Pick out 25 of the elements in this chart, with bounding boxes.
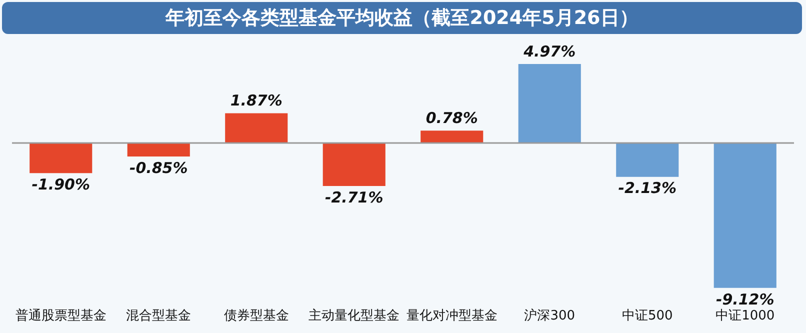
bar [127,142,190,156]
data-label: 4.97% [522,42,576,60]
x-tick-label: 中证1000 [716,308,775,324]
x-tick-label: 沪深300 [524,308,576,324]
x-tick-label: 量化对冲型基金 [406,308,498,324]
bar [30,142,92,174]
bar [420,130,484,143]
data-label: -2.71% [324,188,384,206]
data-label: -0.85% [129,158,188,177]
x-tick-label: 中证500 [622,308,673,324]
bar [518,64,581,143]
bar [322,142,386,186]
bar [225,113,288,143]
bar [616,142,679,177]
data-label: -9.12% [716,290,774,308]
data-label: 0.78% [426,108,478,127]
x-tick-label: 普通股票型基金 [15,308,106,324]
x-tick-label: 主动量化型基金 [308,308,400,324]
chart-title: 年初至今各类型基金平均收益（截至2024年5月26日） [2,2,802,34]
x-tick-label: 混合型基金 [126,308,192,324]
data-label: 1.87% [230,92,282,110]
x-tick-label: 债券型基金 [224,308,289,324]
data-label: -2.13% [618,179,677,198]
bar [714,142,776,288]
data-label: -1.90% [32,176,90,194]
